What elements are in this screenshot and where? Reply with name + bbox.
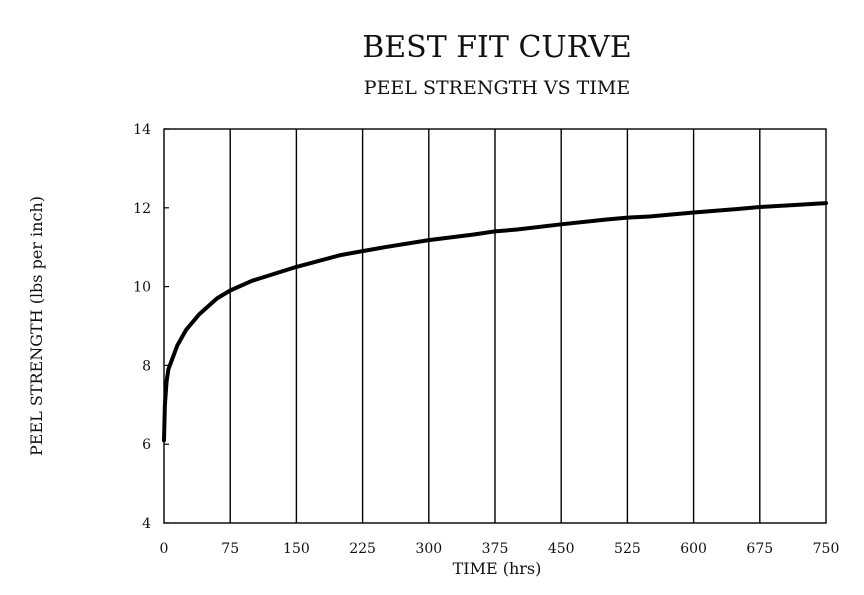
y-tick-label: 12: [133, 201, 151, 217]
y-tick-label: 14: [133, 122, 151, 138]
chart-subtitle: PEEL STRENGTH VS TIME: [364, 77, 630, 99]
x-tick-label: 300: [415, 541, 442, 557]
x-tick-label: 150: [283, 541, 310, 557]
x-tick-label: 675: [746, 541, 773, 557]
grid-lines: [229, 129, 761, 523]
series-layer: [162, 201, 828, 443]
x-axis-ticks: 0 75 150 225 300 375 450 525 600 675 750: [160, 541, 840, 557]
plot-frame: [163, 128, 827, 524]
x-tick-label: 600: [680, 541, 707, 557]
y-axis-ticks: 4 6 8 10 12 14: [133, 122, 169, 532]
x-tick-label: 75: [221, 541, 239, 557]
y-tick-label: 8: [142, 358, 151, 374]
x-tick-label: 225: [349, 541, 376, 557]
y-tick-label: 4: [142, 516, 151, 532]
series-line-0: [162, 201, 828, 443]
x-tick-label: 525: [614, 541, 641, 557]
x-tick-label: 375: [482, 541, 509, 557]
y-tick-label: 10: [133, 280, 151, 296]
x-tick-label: 750: [813, 541, 840, 557]
x-axis-label: TIME (hrs): [453, 559, 542, 578]
x-tick-label: 0: [160, 541, 169, 557]
y-axis-label: PEEL STRENGTH (lbs per inch): [27, 196, 46, 456]
chart-title: BEST FIT CURVE: [362, 30, 632, 65]
y-tick-label: 6: [142, 437, 151, 453]
x-tick-label: 450: [548, 541, 575, 557]
